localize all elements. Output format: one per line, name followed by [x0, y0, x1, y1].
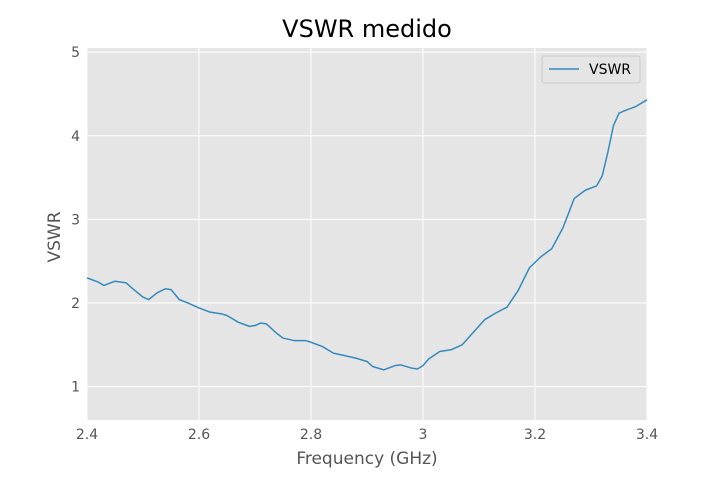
- y-tick-label: 4: [71, 129, 80, 145]
- x-tick-label: 3.4: [636, 427, 658, 443]
- y-tick-label: 2: [71, 296, 80, 312]
- x-tick-label: 3: [419, 427, 428, 443]
- legend-box: [541, 55, 641, 84]
- y-tick-label: 5: [71, 45, 80, 61]
- legend: VSWR: [541, 55, 641, 84]
- x-axis-label: Frequency (GHz): [296, 449, 437, 469]
- y-tick-label: 1: [71, 380, 80, 396]
- y-tick-label: 3: [71, 212, 80, 228]
- y-axis-label: VSWR: [45, 211, 65, 262]
- grid-lines: [86, 48, 648, 420]
- plot-area: [87, 48, 647, 420]
- legend-label-vswr: VSWR: [589, 62, 631, 78]
- series-line-vswr: [86, 99, 648, 371]
- series-layer: [86, 99, 648, 371]
- chart-title: VSWR medido: [282, 15, 452, 43]
- x-tick-label: 2.6: [188, 427, 210, 443]
- tick-labels: 2.4 2.6 2.8 3 3.2 3.4 1 2 3 4 5: [71, 45, 658, 443]
- x-tick-label: 3.2: [524, 427, 546, 443]
- x-tick-label: 2.4: [76, 427, 98, 443]
- x-tick-label: 2.8: [300, 427, 322, 443]
